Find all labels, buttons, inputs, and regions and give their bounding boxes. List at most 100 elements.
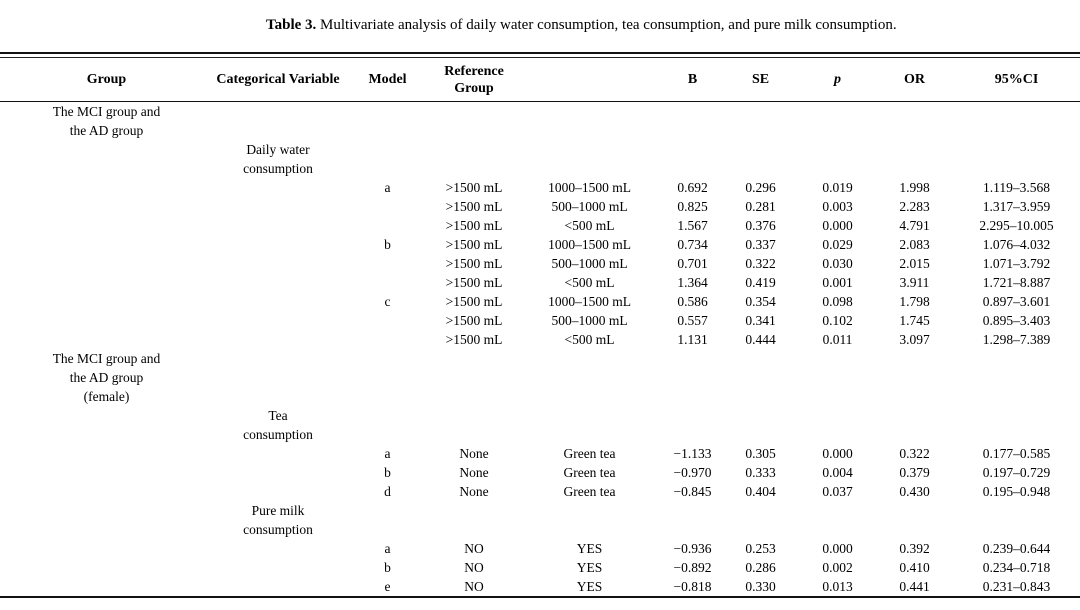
empty-cell [213, 463, 343, 482]
comparison-group-cell: Green tea [563, 484, 616, 499]
data-row: b >1500 mL 1000–1500 mL 0.734 0.337 0.029 2.08… [0, 235, 1080, 254]
empty-cell [663, 406, 722, 444]
data-row: >1500 mL <500 mL 1.364 0.419 0.001 3.911 1.721… [0, 273, 1080, 292]
ci-value-cell: 1.317–3.959 [982, 199, 1051, 214]
empty-cell [0, 254, 213, 273]
data-row: b None Green tea −0.970 0.333 0.004 0.379 0.197… [0, 463, 1080, 482]
model-cell [343, 273, 432, 292]
col-header-reference-group: Reference Group [432, 58, 516, 102]
empty-cell [0, 178, 213, 197]
p-value-cell: 0.000 [822, 446, 853, 461]
model-cell [343, 216, 432, 235]
p-value-cell: 0.011 [822, 332, 853, 347]
data-row: a >1500 mL 1000–1500 mL 0.692 0.296 0.019 1.99… [0, 178, 1080, 197]
empty-cell [722, 501, 799, 539]
empty-cell [799, 102, 876, 141]
variable-label-row: Pure milk consumption [0, 501, 1080, 539]
empty-cell [953, 349, 1080, 406]
empty-cell [0, 311, 213, 330]
reference-group-cell: >1500 mL [445, 237, 503, 252]
empty-cell [876, 406, 953, 444]
empty-cell [213, 254, 343, 273]
comparison-group-cell: <500 mL [564, 218, 615, 233]
comparison-group-cell: 1000–1500 mL [548, 237, 631, 252]
empty-cell [213, 292, 343, 311]
model-cell: a [384, 541, 391, 556]
se-value-cell: 0.281 [745, 199, 776, 214]
reference-group-cell: >1500 mL [445, 294, 503, 309]
empty-cell [953, 140, 1080, 178]
ci-value-cell: 0.234–0.718 [982, 560, 1051, 575]
data-row: >1500 mL 500–1000 mL 0.557 0.341 0.102 1.745 0… [0, 311, 1080, 330]
b-value-cell: −0.818 [673, 579, 712, 594]
or-value-cell: 2.015 [899, 256, 930, 271]
variable-label-cell: Tea consumption [243, 408, 313, 442]
reference-group-cell: >1500 mL [445, 275, 503, 290]
comparison-group-cell: YES [576, 541, 603, 556]
p-value-cell: 0.029 [822, 237, 853, 252]
model-cell: d [384, 484, 391, 499]
empty-cell [213, 311, 343, 330]
col-header-model: Model [343, 58, 432, 102]
table-caption: Table 3. Multivariate analysis of daily … [0, 0, 1080, 36]
p-value-cell: 0.000 [822, 541, 853, 556]
col-header-95ci: 95%CI [953, 58, 1080, 102]
p-value-cell: 0.013 [822, 579, 853, 594]
empty-cell [0, 292, 213, 311]
reference-group-cell: NO [464, 560, 484, 575]
ci-value-cell: 1.071–3.792 [982, 256, 1051, 271]
or-value-cell: 2.283 [899, 199, 930, 214]
b-value-cell: −1.133 [673, 446, 712, 461]
empty-cell [876, 102, 953, 141]
group-label-cell: The MCI group and the AD group [52, 104, 161, 138]
b-value-cell: −0.970 [673, 465, 712, 480]
empty-cell [516, 501, 663, 539]
variable-label-cell: Daily water consumption [243, 142, 313, 176]
reference-group-cell: NO [464, 541, 484, 556]
empty-cell [432, 501, 516, 539]
empty-cell [0, 273, 213, 292]
ci-value-cell: 0.197–0.729 [982, 465, 1051, 480]
empty-cell [0, 577, 213, 597]
col-header-b: B [663, 58, 722, 102]
or-value-cell: 0.322 [899, 446, 930, 461]
empty-cell [663, 102, 722, 141]
empty-cell [432, 102, 516, 141]
reference-group-cell: >1500 mL [445, 332, 503, 347]
b-value-cell: 0.701 [677, 256, 708, 271]
empty-cell [876, 349, 953, 406]
reference-group-cell: >1500 mL [445, 199, 503, 214]
table-body: The MCI group and the AD group Daily wate… [0, 102, 1080, 598]
ci-value-cell: 0.195–0.948 [982, 484, 1051, 499]
empty-cell [343, 102, 432, 141]
empty-cell [799, 140, 876, 178]
ci-value-cell: 0.177–0.585 [982, 446, 1051, 461]
empty-cell [432, 140, 516, 178]
comparison-group-cell: Green tea [563, 446, 616, 461]
empty-cell [213, 349, 343, 406]
p-value-cell: 0.030 [822, 256, 853, 271]
data-row: >1500 mL <500 mL 1.567 0.376 0.000 4.791 2.295… [0, 216, 1080, 235]
b-value-cell: −0.892 [673, 560, 712, 575]
empty-cell [516, 102, 663, 141]
empty-cell [953, 406, 1080, 444]
data-row: c >1500 mL 1000–1500 mL 0.586 0.354 0.098 1.79… [0, 292, 1080, 311]
comparison-group-cell: YES [576, 579, 603, 594]
comparison-group-cell: 500–1000 mL [551, 313, 628, 328]
se-value-cell: 0.253 [745, 541, 776, 556]
p-value-cell: 0.001 [822, 275, 853, 290]
empty-cell [516, 406, 663, 444]
reference-group-cell: >1500 mL [445, 180, 503, 195]
model-cell: c [384, 294, 391, 309]
empty-cell [213, 235, 343, 254]
col-header-comparison [516, 58, 663, 102]
empty-cell [722, 102, 799, 141]
model-cell [343, 197, 432, 216]
data-row: d None Green tea −0.845 0.404 0.037 0.430 0.195… [0, 482, 1080, 501]
reference-group-cell: None [459, 446, 489, 461]
empty-cell [213, 216, 343, 235]
p-value-cell: 0.002 [822, 560, 853, 575]
empty-cell [213, 558, 343, 577]
comparison-group-cell: 1000–1500 mL [548, 180, 631, 195]
or-value-cell: 0.430 [899, 484, 930, 499]
